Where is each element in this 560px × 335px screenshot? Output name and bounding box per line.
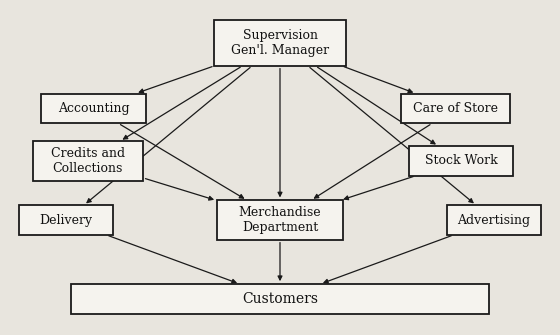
FancyBboxPatch shape	[72, 284, 488, 314]
FancyBboxPatch shape	[19, 205, 113, 235]
FancyBboxPatch shape	[41, 94, 146, 123]
FancyBboxPatch shape	[33, 141, 143, 181]
Text: Merchandise
Department: Merchandise Department	[239, 206, 321, 234]
FancyBboxPatch shape	[217, 200, 343, 240]
Text: Advertising: Advertising	[458, 213, 530, 226]
Text: Care of Store: Care of Store	[413, 102, 498, 115]
FancyBboxPatch shape	[401, 94, 511, 123]
FancyBboxPatch shape	[447, 205, 541, 235]
Text: Credits and
Collections: Credits and Collections	[51, 147, 125, 175]
Text: Accounting: Accounting	[58, 102, 129, 115]
Text: Delivery: Delivery	[39, 213, 92, 226]
Text: Customers: Customers	[242, 292, 318, 306]
Text: Supervision
Gen'l. Manager: Supervision Gen'l. Manager	[231, 29, 329, 57]
FancyBboxPatch shape	[409, 146, 513, 176]
FancyBboxPatch shape	[214, 20, 346, 66]
Text: Stock Work: Stock Work	[424, 154, 497, 168]
